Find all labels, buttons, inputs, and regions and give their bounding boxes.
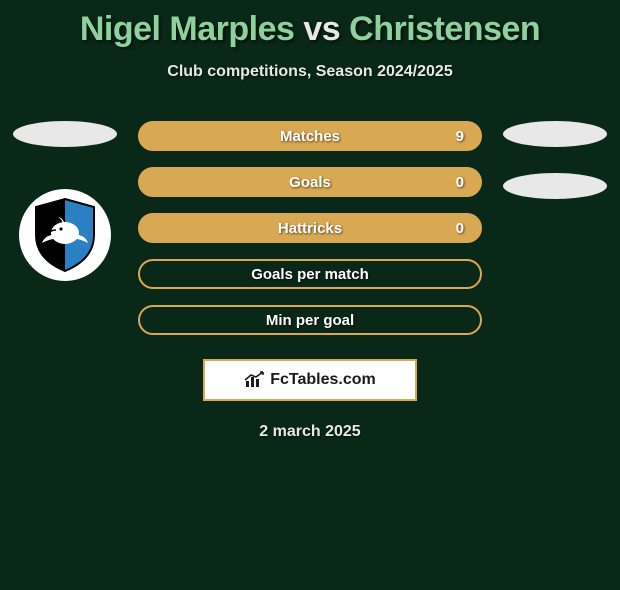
club-logo — [19, 189, 111, 281]
stat-label: Matches — [280, 128, 340, 145]
player1-name: Nigel Marples — [80, 10, 295, 48]
brand-text: FcTables.com — [270, 371, 376, 389]
right-column — [500, 121, 610, 199]
stat-value: 0 — [456, 220, 464, 237]
brand-box: FcTables.com — [203, 359, 417, 401]
stat-bar-matches: Matches 9 — [138, 121, 482, 151]
stat-value: 9 — [456, 128, 464, 145]
stat-bar-goals: Goals 0 — [138, 167, 482, 197]
vs-separator: vs — [303, 10, 340, 48]
shield-icon — [32, 197, 98, 273]
stat-bar-hattricks: Hattricks 0 — [138, 213, 482, 243]
stat-label: Goals per match — [251, 266, 369, 283]
stat-bars: Matches 9 Goals 0 Hattricks 0 Goals per … — [138, 121, 482, 335]
chart-icon — [244, 371, 264, 389]
player2-placeholder-1 — [503, 121, 607, 147]
subtitle: Club competitions, Season 2024/2025 — [0, 63, 620, 81]
date-text: 2 march 2025 — [0, 423, 620, 441]
player2-placeholder-2 — [503, 173, 607, 199]
stat-bar-goals-per-match: Goals per match — [138, 259, 482, 289]
comparison-title: Nigel Marples vs Christensen — [0, 10, 620, 49]
stat-label: Min per goal — [266, 312, 354, 329]
player2-name: Christensen — [349, 10, 540, 48]
stats-area: Matches 9 Goals 0 Hattricks 0 Goals per … — [0, 121, 620, 335]
stat-label: Goals — [289, 174, 331, 191]
left-column — [10, 121, 120, 281]
stat-label: Hattricks — [278, 220, 342, 237]
stat-bar-min-per-goal: Min per goal — [138, 305, 482, 335]
stat-value: 0 — [456, 174, 464, 191]
player1-placeholder — [13, 121, 117, 147]
